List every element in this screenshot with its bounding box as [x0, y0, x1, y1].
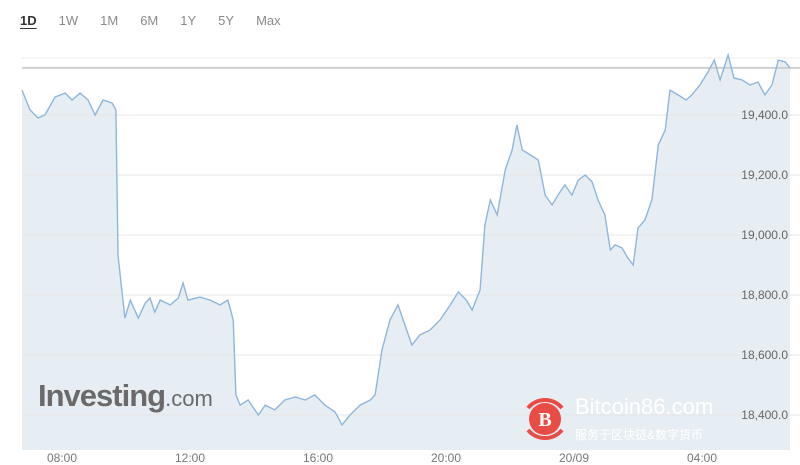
y-tick-label: 19,200.0 [741, 168, 788, 182]
range-tabs: 1D 1W 1M 6M 1Y 5Y Max [20, 13, 303, 28]
x-tick-label: 20/09 [559, 451, 589, 465]
investing-logo: Investing.com [38, 378, 213, 414]
tab-1y[interactable]: 1Y [180, 13, 197, 28]
tab-max[interactable]: Max [256, 13, 281, 28]
tab-1d[interactable]: 1D [20, 13, 37, 28]
y-tick-label: 18,600.0 [741, 348, 788, 362]
logo-brand: Investing [38, 378, 166, 413]
x-tick-label: 08:00 [47, 451, 77, 465]
series-line [21, 52, 791, 427]
watermark-subtitle: 服务于区块链&数字货币 [575, 428, 704, 442]
x-tick-label: 16:00 [303, 451, 333, 465]
y-tick-label: 19,000.0 [741, 228, 788, 242]
logo-suffix: .com [165, 386, 213, 411]
tab-1w[interactable]: 1W [58, 13, 79, 28]
tab-5y[interactable]: 5Y [218, 13, 235, 28]
x-tick-label: 12:00 [175, 451, 205, 465]
x-tick-label: 04:00 [687, 451, 717, 465]
y-tick-label: 18,400.0 [741, 408, 788, 422]
bitcoin-watermark-icon: B [526, 397, 564, 441]
tab-6m[interactable]: 6M [140, 13, 159, 28]
y-tick-label: 18,800.0 [741, 288, 788, 302]
tab-1m[interactable]: 1M [100, 13, 119, 28]
series-area [22, 55, 790, 450]
y-tick-label: 19,400.0 [741, 108, 788, 122]
x-tick-label: 20:00 [431, 451, 461, 465]
svg-text:B: B [538, 409, 551, 431]
watermark-title: Bitcoin86.com [575, 394, 714, 419]
